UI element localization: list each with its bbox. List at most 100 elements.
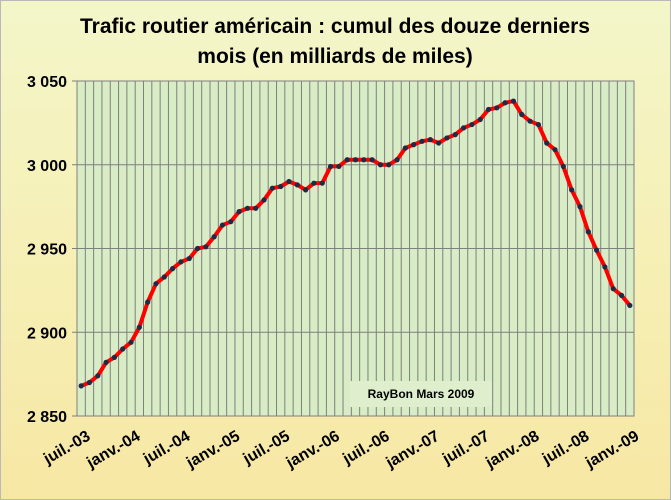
horizontal-gridlines xyxy=(77,80,634,417)
data-point xyxy=(502,100,508,106)
data-point xyxy=(136,324,142,330)
data-point xyxy=(170,266,176,272)
data-point xyxy=(585,229,591,235)
data-point xyxy=(145,299,151,305)
x-tick: juil.-07 xyxy=(439,428,492,469)
data-point xyxy=(153,281,159,287)
data-point xyxy=(236,209,242,215)
data-point xyxy=(203,244,209,250)
data-point xyxy=(219,222,226,228)
data-point xyxy=(344,157,350,163)
data-point xyxy=(303,187,309,193)
x-axis-ticks: juil.-03janv.-04juil.-04janv.-05juil.-05… xyxy=(40,428,642,472)
data-point xyxy=(319,180,325,186)
data-point xyxy=(602,264,608,270)
data-point xyxy=(111,354,118,360)
data-point xyxy=(494,105,500,111)
data-point xyxy=(244,205,251,211)
data-point xyxy=(444,135,450,141)
x-tick: juil.-03 xyxy=(40,428,93,469)
x-tick-label: juil.-06 xyxy=(339,428,392,469)
x-tick-label: juil.-04 xyxy=(140,428,193,469)
data-point xyxy=(627,302,633,309)
data-point xyxy=(327,163,334,170)
x-tick-label: janv.-04 xyxy=(83,428,143,472)
x-tick: juil.-04 xyxy=(140,428,193,469)
x-tick-label: juil.-05 xyxy=(240,428,293,469)
data-point xyxy=(336,163,342,170)
data-point xyxy=(361,157,367,163)
data-point xyxy=(577,204,583,210)
data-point xyxy=(211,234,217,240)
y-tick-label: 3 000 xyxy=(27,158,67,175)
data-point xyxy=(294,182,300,188)
data-point xyxy=(477,116,483,123)
data-point xyxy=(593,247,600,253)
data-point xyxy=(161,274,167,280)
data-point xyxy=(402,145,408,151)
x-tick-label: juil.-03 xyxy=(40,428,93,469)
data-point xyxy=(311,180,317,186)
x-tick-label: juil.-08 xyxy=(539,428,592,469)
x-tick: janv.-04 xyxy=(83,428,143,472)
data-point xyxy=(510,98,517,104)
data-point xyxy=(419,138,425,144)
x-tick: juil.-05 xyxy=(240,428,293,469)
x-tick: janv.-07 xyxy=(383,428,443,472)
chart-title-line-2: mois (en milliards de miles) xyxy=(197,45,472,68)
y-tick-label: 2 950 xyxy=(27,242,67,259)
x-tick: janv.-05 xyxy=(183,428,243,472)
y-tick-label: 2 900 xyxy=(27,325,67,342)
data-point xyxy=(78,383,84,389)
x-tick: janv.-08 xyxy=(482,428,542,472)
data-point xyxy=(269,185,275,191)
x-tick: juil.-08 xyxy=(539,428,592,469)
data-point xyxy=(485,106,492,113)
data-point xyxy=(535,121,542,128)
data-point xyxy=(469,121,475,128)
data-point xyxy=(278,183,284,190)
y-tick-label: 3 050 xyxy=(27,74,67,91)
x-tick: juil.-06 xyxy=(339,428,392,469)
data-point xyxy=(228,219,234,225)
data-point xyxy=(411,142,417,148)
x-tick-label: janv.-05 xyxy=(183,428,243,472)
data-point xyxy=(527,118,533,124)
series-traffic xyxy=(78,98,633,389)
data-point xyxy=(253,205,259,211)
data-point xyxy=(86,379,93,386)
x-tick-label: janv.-09 xyxy=(582,428,642,472)
y-tick-label: 2 850 xyxy=(27,409,67,426)
data-point xyxy=(377,162,384,168)
y-axis-ticks: 2 850 2 900 2 950 3 000 3 050 xyxy=(27,74,77,426)
data-point xyxy=(610,286,616,292)
data-point xyxy=(286,178,292,185)
x-tick-label: juil.-07 xyxy=(439,428,492,469)
data-point xyxy=(436,140,442,146)
data-point xyxy=(120,346,126,352)
annotation-box xyxy=(350,381,492,407)
data-point xyxy=(569,187,575,193)
data-point xyxy=(544,140,550,146)
data-point xyxy=(394,157,400,163)
data-point xyxy=(460,125,467,131)
x-tick-label: janv.-06 xyxy=(283,428,343,472)
data-point xyxy=(186,255,192,262)
data-point xyxy=(352,157,359,163)
x-tick: janv.-06 xyxy=(283,428,343,472)
data-point xyxy=(552,147,558,153)
data-point xyxy=(386,162,392,168)
data-point xyxy=(427,137,433,143)
x-tick-label: janv.-07 xyxy=(383,428,443,472)
annotation-text: RayBon Mars 2009 xyxy=(368,387,475,401)
x-tick: janv.-09 xyxy=(582,428,642,472)
chart-title-line-1: Trafic routier américain : cumul des dou… xyxy=(80,15,590,38)
data-point xyxy=(452,132,458,138)
data-point xyxy=(95,373,101,379)
data-point xyxy=(369,157,375,163)
data-point xyxy=(618,292,625,298)
data-point xyxy=(519,111,525,118)
data-point xyxy=(178,259,184,265)
data-point xyxy=(128,339,134,345)
